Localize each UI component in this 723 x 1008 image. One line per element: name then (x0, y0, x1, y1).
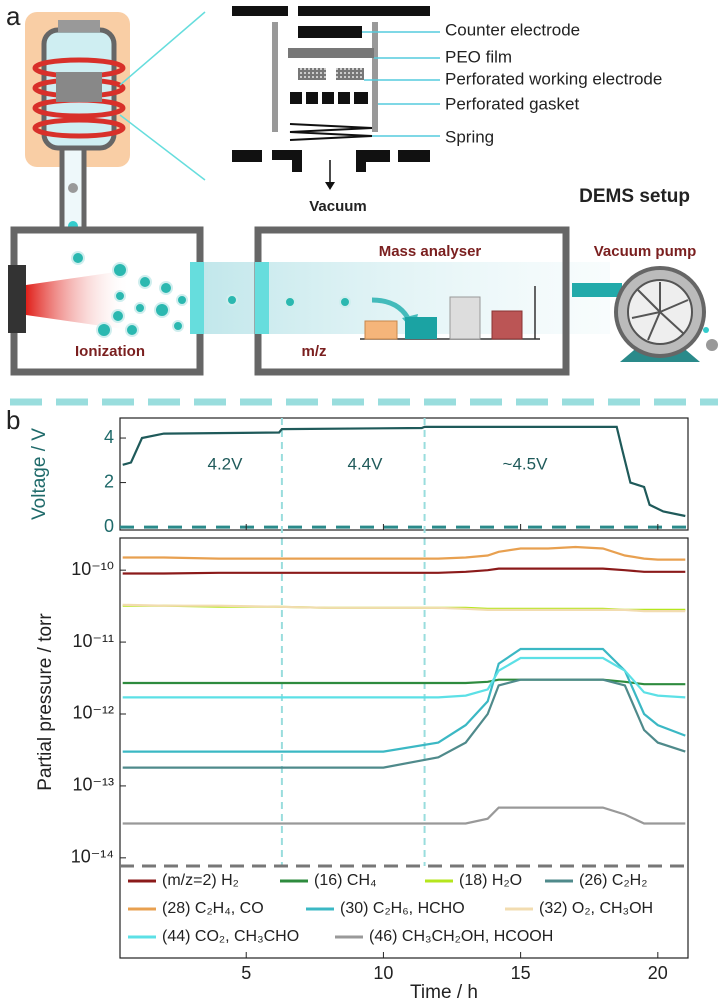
y-tick-label: 10⁻¹² (72, 703, 114, 723)
filament (8, 265, 26, 333)
ions (71, 251, 351, 338)
part-label: Perforated gasket (445, 94, 579, 113)
zoom-line (119, 11, 206, 86)
bubble (68, 183, 78, 193)
bubble (706, 339, 718, 351)
panel-label: b (6, 405, 20, 435)
y-tick-label: 0 (104, 516, 114, 536)
data-line (122, 678, 686, 769)
annotation: 4.4V (348, 454, 384, 473)
data-line (122, 567, 686, 575)
vacuum-label: Vacuum (309, 198, 367, 215)
setup-title: DEMS setup (579, 186, 690, 207)
cell-sample (56, 72, 102, 102)
pump-blades (631, 282, 689, 341)
ionization-label: Ionization (75, 343, 145, 360)
analyser-label: Mass analyser (379, 243, 482, 260)
panel-label: a (6, 1, 21, 31)
x-tick-label: 20 (648, 963, 668, 983)
pump-label: Vacuum pump (594, 243, 697, 260)
y-tick-label: 10⁻¹⁰ (71, 559, 114, 579)
mz-label: m/z (301, 343, 326, 360)
label-leaders (362, 31, 440, 137)
bubble (703, 327, 709, 333)
data-line (122, 647, 686, 753)
data-line (122, 656, 686, 699)
legend-label: (28) C₂H₄, CO (162, 900, 264, 917)
electron-beam (26, 270, 130, 330)
part-label: Perforated working electrode (445, 69, 662, 88)
legend-label: (16) CH₄ (314, 872, 377, 889)
y-tick-label: 10⁻¹¹ (72, 631, 114, 651)
spectrum-bar (449, 296, 481, 340)
y-axis-label: Voltage / V (29, 428, 50, 520)
part-label: PEO film (445, 47, 512, 66)
data-line (122, 806, 686, 825)
x-tick-label: 5 (241, 963, 251, 983)
zoom-line (119, 114, 206, 181)
part-label: Counter electrode (445, 20, 580, 39)
legend-label: (18) H₂O (459, 872, 522, 889)
annotation: ~4.5V (503, 454, 549, 473)
window (190, 262, 204, 334)
diagram: a Vacuum Counter electrode PEO film (6, 1, 718, 406)
cell-cap (58, 20, 100, 32)
arrow-head (325, 182, 335, 190)
ion-flow (190, 262, 610, 334)
legend-label: (26) C₂H₂ (579, 872, 647, 889)
legend-label: (46) CH₃CH₂OH, HCOOH (369, 928, 553, 945)
spectrum-bar (364, 320, 398, 340)
y-tick-label: 10⁻¹³ (72, 775, 114, 795)
y-axis-label: Partial pressure / torr (35, 613, 56, 791)
spring (289, 123, 373, 141)
pump-pipe (572, 283, 622, 297)
spectrum-bar (405, 317, 437, 339)
data-line (122, 545, 686, 561)
plot-frame (119, 537, 689, 959)
plot-frame (119, 417, 689, 531)
y-tick-label: 4 (104, 427, 114, 447)
data-line (122, 603, 686, 613)
charts: 0 2 4 Voltage / V b 4.2V 4.4V ~4.5V 10⁻¹⁴ 10⁻¹³ 10… (6, 405, 689, 1003)
spectrum-bar (491, 310, 523, 340)
annotation: 4.2V (208, 454, 244, 473)
legend-label: (32) O₂, CH₃OH (539, 900, 653, 917)
x-axis-label: Time / h (410, 982, 478, 1003)
legend-label: (44) CO₂, CH₃CHO (162, 928, 299, 945)
data-line (122, 425, 686, 518)
legend-label: (30) C₂H₆, HCHO (340, 900, 465, 917)
cross-section (232, 6, 430, 172)
x-tick-label: 10 (373, 963, 393, 983)
part-label: Spring (445, 127, 494, 146)
legend-label: (m/z=2) H₂ (162, 872, 239, 889)
y-tick-label: 2 (104, 471, 114, 491)
y-tick-label: 10⁻¹⁴ (71, 847, 114, 867)
x-tick-label: 15 (511, 963, 531, 983)
window (255, 262, 269, 334)
